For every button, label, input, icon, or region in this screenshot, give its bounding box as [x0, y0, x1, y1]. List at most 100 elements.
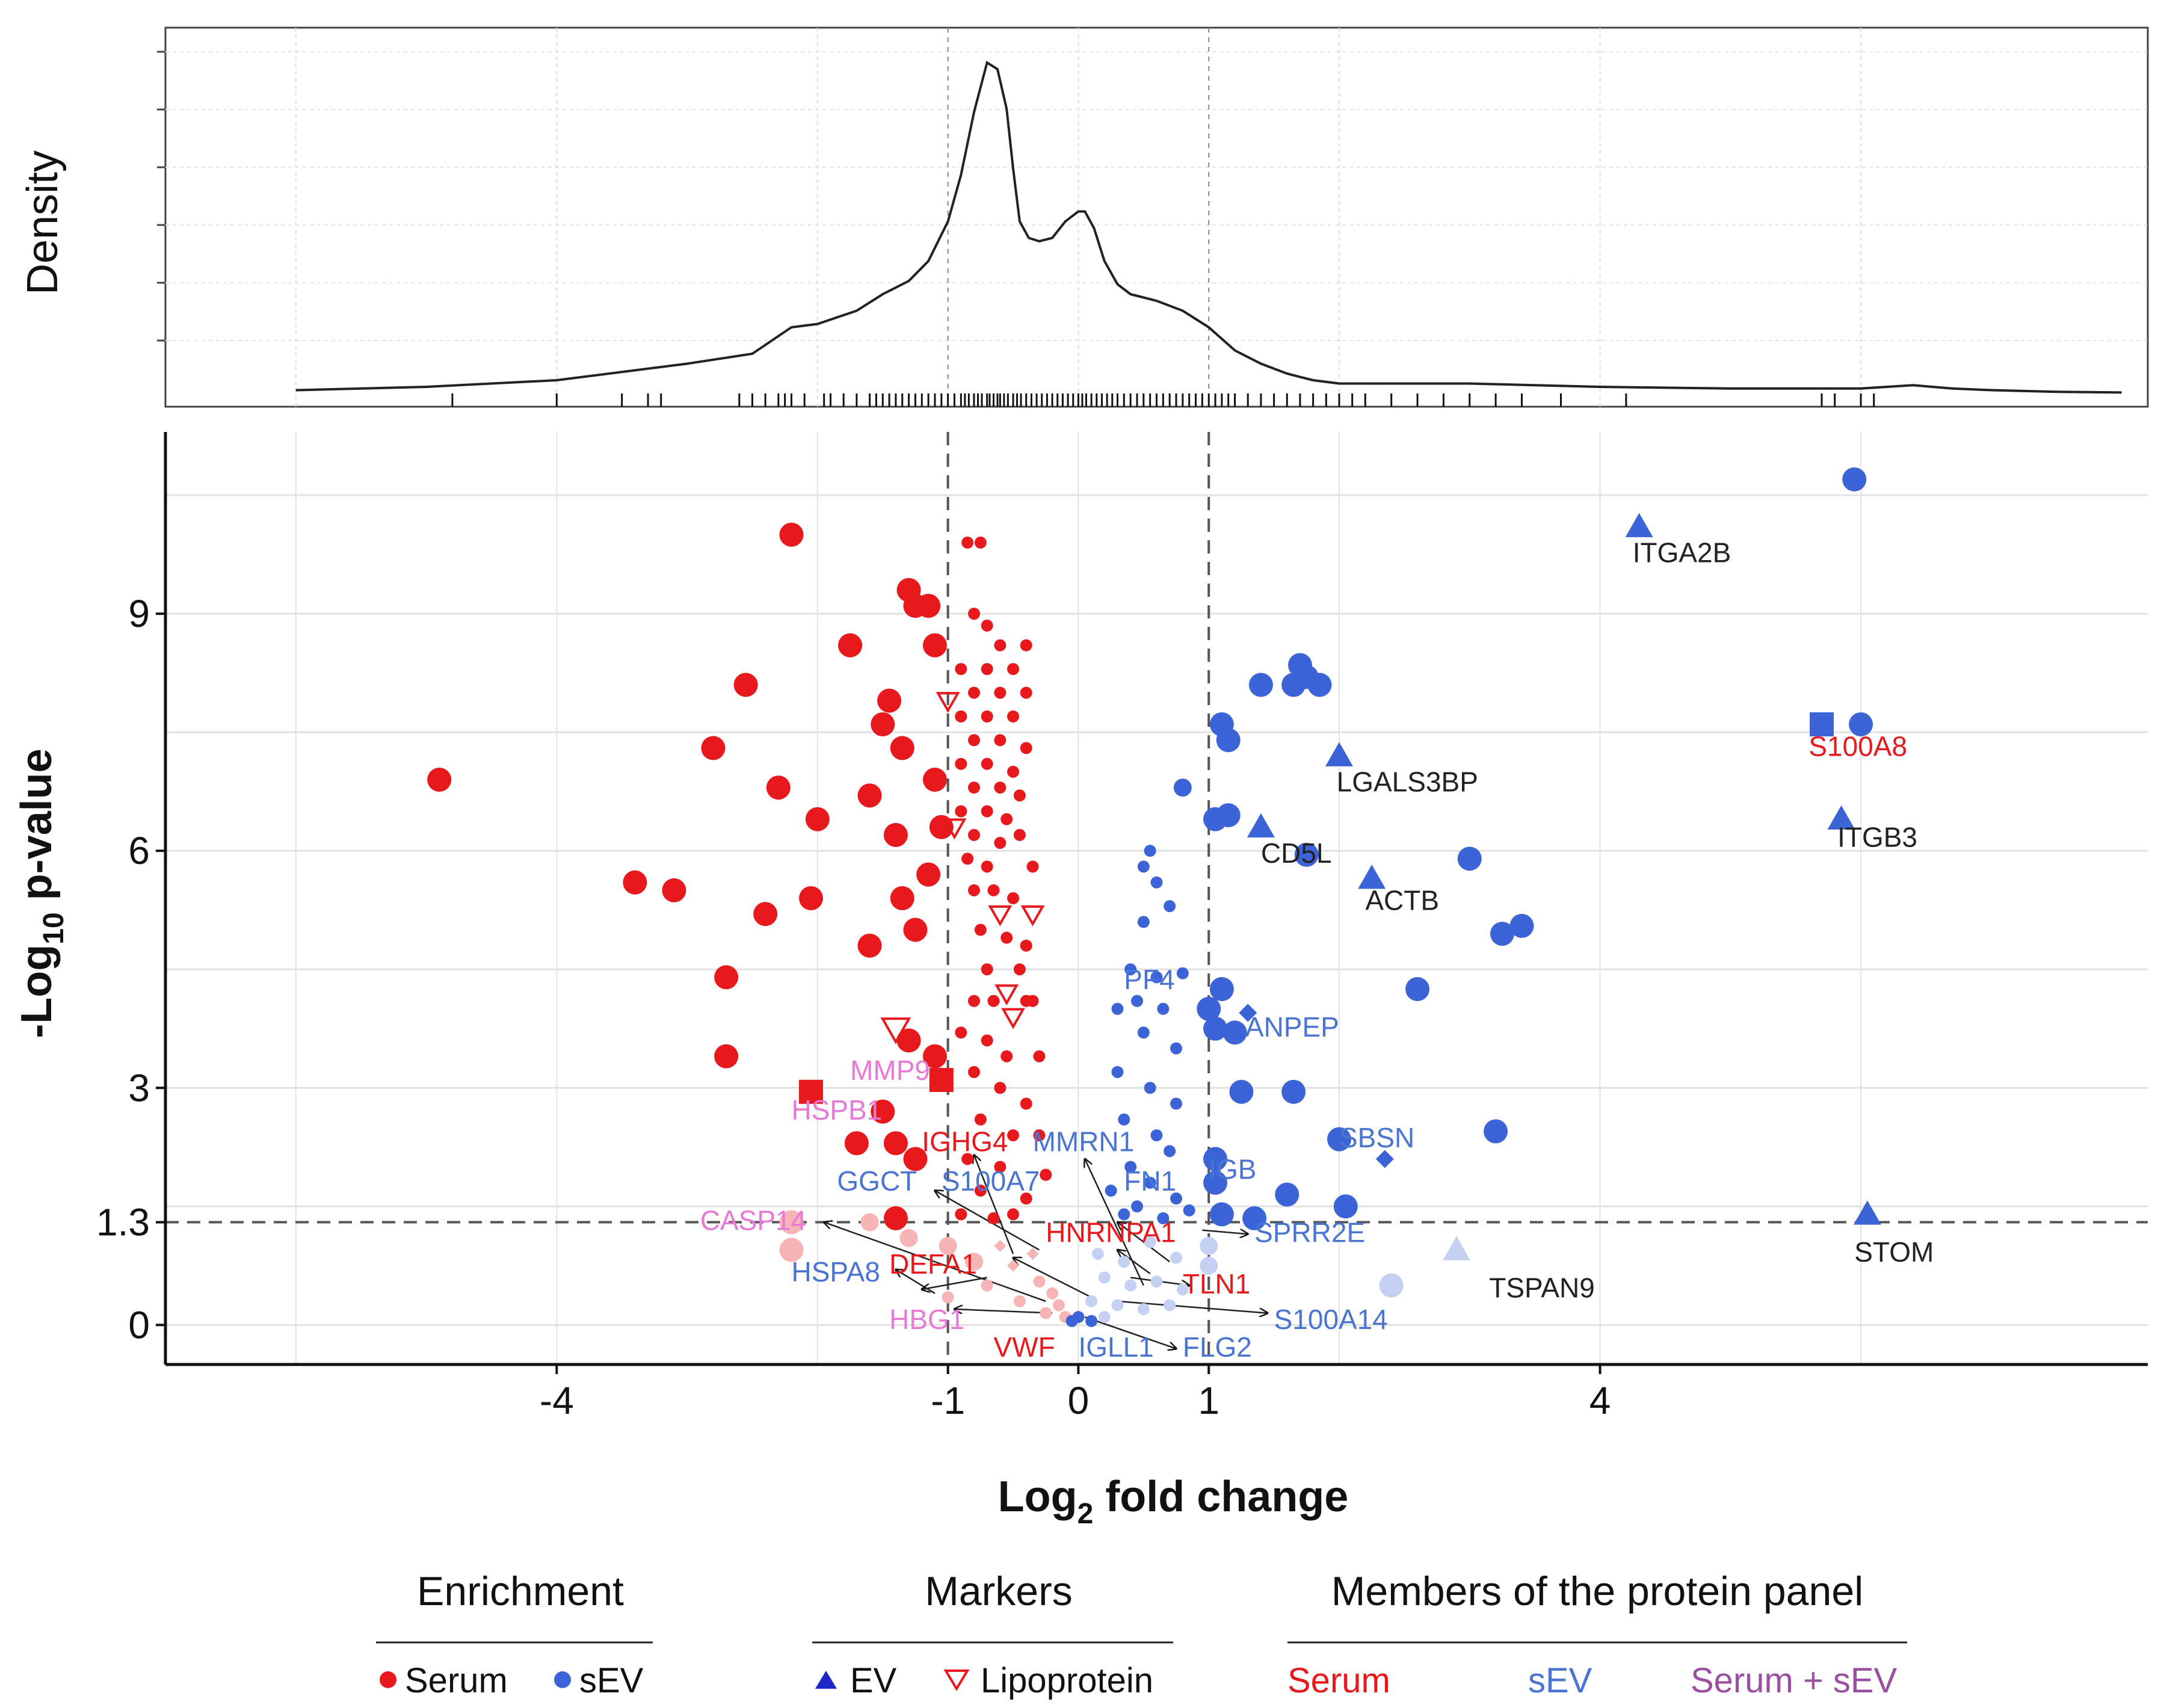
serum-point	[968, 884, 981, 896]
legend-ev-triangle-icon	[815, 1671, 837, 1689]
serum-point	[955, 663, 967, 676]
protein-label: MMRN1	[1033, 1126, 1135, 1157]
y-axis-label: -Log10 p-value	[13, 748, 70, 1038]
legend-markers: Markers EV Lipoprotein	[812, 1568, 1173, 1700]
protein-label: MMP9	[850, 1055, 930, 1086]
serum-point	[1007, 663, 1020, 676]
serum-point	[968, 828, 981, 841]
serum_faint-point	[779, 1238, 804, 1262]
serum-point	[968, 734, 981, 747]
legend-enrichment-title: Enrichment	[417, 1568, 624, 1614]
sev-point	[1183, 1204, 1195, 1216]
density-panel: Density	[19, 26, 2149, 408]
protein-label: S100A7	[942, 1165, 1040, 1197]
y-tick-label: 0	[128, 1303, 150, 1346]
protein-label: SBSN	[1339, 1122, 1414, 1153]
protein-label: ANPEP	[1245, 1011, 1339, 1043]
sev-point	[1137, 916, 1150, 928]
serum-point	[974, 1113, 987, 1126]
sev-ev-marker	[1625, 513, 1653, 537]
protein-label: S100A8	[1808, 731, 1907, 762]
serum-point	[1020, 639, 1032, 652]
protein-label: HSPA8	[792, 1256, 880, 1287]
serum-point	[974, 536, 987, 549]
sev-point	[1176, 967, 1189, 979]
sev-point	[1150, 971, 1163, 984]
density-y-label: Density	[19, 150, 67, 295]
sev-point	[1203, 1170, 1228, 1195]
sev_faint-point	[1144, 1236, 1156, 1248]
sev-point	[1105, 1185, 1117, 1197]
sev_faint-ev-marker	[1443, 1236, 1471, 1260]
serum-point	[981, 710, 993, 723]
serum-point	[955, 710, 967, 723]
sev-square-point	[1810, 712, 1834, 737]
protein-label: VWF	[994, 1331, 1055, 1363]
serum-point	[1026, 860, 1039, 873]
serum-point	[968, 1065, 981, 1078]
serum-point	[883, 1206, 908, 1230]
serum_faint-point	[1013, 1295, 1026, 1307]
sev-point	[1150, 1129, 1163, 1142]
serum-point	[890, 736, 914, 760]
serum-point	[994, 734, 1007, 747]
sev_faint-point	[1085, 1295, 1098, 1307]
x-tick-label: 0	[1068, 1379, 1090, 1422]
protein-label: TLN1	[1183, 1268, 1250, 1299]
label-arrow	[1013, 1258, 1092, 1298]
serum-point	[994, 837, 1007, 849]
serum-point	[714, 965, 739, 990]
sev-point	[1307, 673, 1332, 697]
serum-point	[857, 933, 882, 958]
legend-sev-label: sEV	[579, 1661, 644, 1700]
serum_faint-point	[981, 1279, 993, 1292]
sev-point	[1111, 1065, 1124, 1078]
label-arrow	[922, 1277, 987, 1290]
serum-point	[987, 994, 1000, 1007]
serum-point	[981, 1034, 993, 1047]
sev-diamond-point	[1239, 1004, 1257, 1022]
serum-lipoprotein-marker	[942, 818, 967, 840]
legend-panel: Members of the protein panel Serum sEV S…	[1287, 1568, 1907, 1700]
serum-point	[994, 1082, 1007, 1094]
serum-point	[955, 1026, 967, 1039]
sev-point	[1484, 1119, 1508, 1144]
sev-point	[1242, 1206, 1267, 1230]
serum-point	[766, 775, 791, 800]
sev_faint-point	[1200, 1256, 1218, 1275]
legend-panel-serum: Serum	[1287, 1661, 1390, 1700]
sev-point	[1164, 1145, 1176, 1158]
serum-point	[987, 1212, 1000, 1224]
sev-point	[1209, 1202, 1234, 1227]
serum-point	[922, 633, 947, 658]
label-arrows	[824, 1155, 1268, 1349]
x-tick-label: -1	[931, 1379, 965, 1422]
sev-point	[1157, 1002, 1170, 1015]
serum_faint-point	[860, 1213, 879, 1232]
legend-serum-dot	[380, 1671, 396, 1688]
density-frame	[164, 26, 2149, 408]
legend-lipoprotein-triangle-icon	[943, 1669, 970, 1691]
serum-point	[1020, 1192, 1032, 1205]
protein-label: IGB	[1209, 1153, 1256, 1185]
density-y-ticks	[157, 51, 165, 342]
serum-point	[1000, 813, 1013, 825]
label-arrow	[1117, 1300, 1267, 1313]
serum-point	[714, 1044, 739, 1068]
legend-panel-sev: sEV	[1528, 1661, 1592, 1700]
serum-point	[955, 757, 967, 770]
sev-point	[1327, 1127, 1351, 1152]
label-arrow	[1202, 1230, 1248, 1235]
sev-point	[1849, 712, 1873, 737]
serum-point	[799, 886, 824, 910]
protein-label: DEFA1	[889, 1248, 977, 1280]
serum-point	[857, 783, 882, 808]
serum_faint-point	[965, 1253, 984, 1271]
y-ticks: 0 1.3 3 6 9	[96, 592, 165, 1346]
sev-point	[1130, 994, 1143, 1007]
serum-point	[1007, 1208, 1020, 1221]
serum_faint-point	[899, 1229, 918, 1247]
serum-point	[1013, 963, 1026, 976]
serum-point	[981, 860, 993, 873]
serum-point	[1020, 939, 1032, 952]
